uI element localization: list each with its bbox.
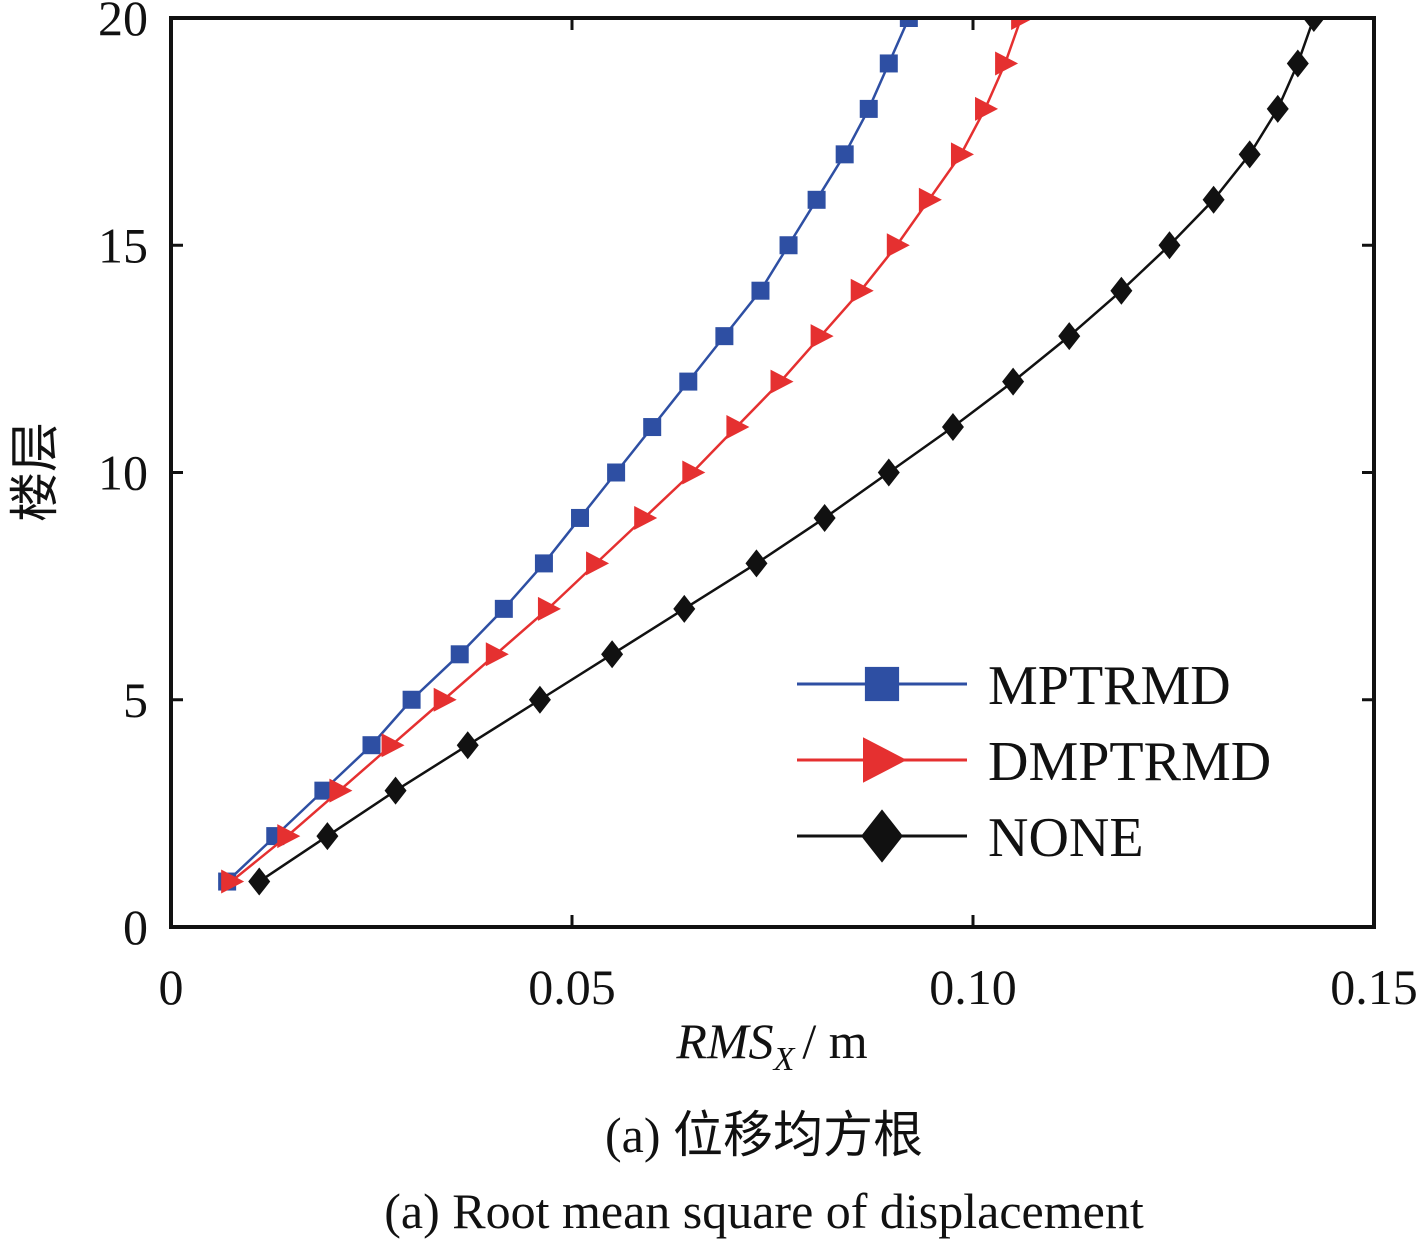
- data-point-mptrmd: [751, 281, 770, 300]
- legend-label: NONE: [988, 807, 1144, 869]
- x-axis-label-unit: / m: [802, 1013, 867, 1069]
- caption-zh: (a) 位移均方根: [605, 1107, 923, 1163]
- data-point-dmptrmd: [485, 642, 509, 667]
- data-point-dmptrmd: [726, 415, 750, 440]
- data-point-none: [941, 413, 964, 442]
- caption-en: (a) Root mean square of displacement: [384, 1183, 1144, 1239]
- data-point-dmptrmd: [433, 687, 457, 712]
- y-tick-label: 20: [98, 0, 148, 46]
- legend-label: DMPTRMD: [988, 731, 1271, 793]
- data-point-none: [1058, 322, 1081, 351]
- y-tick-label: 10: [98, 445, 148, 501]
- data-point-mptrmd: [607, 463, 626, 482]
- data-point-none: [384, 776, 407, 805]
- data-point-dmptrmd: [221, 869, 245, 894]
- data-point-none: [673, 594, 696, 623]
- data-point-dmptrmd: [975, 96, 999, 121]
- data-point-dmptrmd: [381, 733, 405, 758]
- data-point-none: [1002, 367, 1025, 396]
- data-point-none: [601, 640, 624, 669]
- legend: MPTRMD DMPTRMD NONE: [797, 655, 1271, 869]
- series-none: [248, 18, 1325, 896]
- y-tick-label: 0: [123, 899, 148, 955]
- ticks-layer: 0 0.05 0.10 0.15 0 5 10 15 20: [98, 0, 1418, 1015]
- data-point-dmptrmd: [886, 233, 910, 258]
- data-point-none: [316, 822, 339, 851]
- data-point-mptrmd: [450, 645, 469, 664]
- data-point-mptrmd: [899, 18, 918, 27]
- x-axis-label: RMSX / m: [675, 1013, 867, 1078]
- y-tick-label: 5: [123, 672, 148, 728]
- data-point-mptrmd: [571, 508, 590, 527]
- y-axis-label: 楼层: [7, 422, 63, 522]
- series-line-dmptrmd: [230, 18, 1023, 883]
- legend-entry-mptrmd: MPTRMD: [797, 655, 1231, 717]
- legend-label: MPTRMD: [988, 655, 1231, 717]
- data-point-dmptrmd: [810, 324, 834, 349]
- data-point-dmptrmd: [770, 369, 794, 394]
- data-point-none: [1286, 49, 1309, 78]
- data-point-mptrmd: [494, 599, 513, 618]
- x-tick-label: 0.05: [528, 959, 616, 1015]
- x-axis-label-sub: X: [772, 1041, 796, 1078]
- data-point-dmptrmd: [995, 51, 1019, 76]
- data-point-dmptrmd: [537, 596, 561, 621]
- data-point-dmptrmd: [918, 187, 942, 212]
- legend-marker-dmptrmd: [863, 737, 907, 783]
- data-point-none: [1110, 276, 1133, 305]
- data-point-dmptrmd: [850, 278, 874, 303]
- data-point-dmptrmd: [277, 824, 301, 849]
- data-point-none: [813, 503, 836, 532]
- data-point-none: [248, 867, 271, 896]
- data-point-mptrmd: [779, 236, 798, 255]
- x-axis-label-main: RMS: [675, 1013, 773, 1069]
- data-point-mptrmd: [643, 418, 662, 437]
- data-point-mptrmd: [314, 781, 333, 800]
- data-point-none: [1266, 94, 1289, 123]
- x-tick-label: 0.15: [1330, 959, 1418, 1015]
- data-point-dmptrmd: [634, 505, 658, 530]
- data-point-none: [1158, 231, 1181, 260]
- data-point-none: [528, 685, 551, 714]
- data-point-dmptrmd: [329, 778, 353, 803]
- data-point-mptrmd: [859, 99, 878, 118]
- data-point-mptrmd: [362, 736, 381, 755]
- data-point-none: [456, 731, 479, 760]
- data-point-mptrmd: [835, 145, 854, 164]
- legend-entry-none: NONE: [797, 807, 1144, 869]
- data-point-dmptrmd: [1011, 18, 1035, 30]
- series-line-mptrmd: [226, 18, 910, 883]
- data-point-mptrmd: [879, 54, 898, 73]
- data-point-none: [1302, 18, 1325, 32]
- legend-entry-dmptrmd: DMPTRMD: [797, 731, 1271, 793]
- data-point-none: [1202, 185, 1225, 214]
- data-point-mptrmd: [715, 327, 734, 346]
- x-tick-label: 0: [159, 959, 184, 1015]
- y-tick-label: 15: [98, 217, 148, 273]
- legend-marker-none: [861, 809, 903, 863]
- data-point-dmptrmd: [682, 460, 706, 485]
- data-point-mptrmd: [534, 554, 553, 573]
- series-line-none: [258, 18, 1316, 883]
- series-mptrmd: [218, 18, 918, 891]
- series-dmptrmd: [221, 18, 1035, 894]
- data-point-mptrmd: [679, 372, 698, 391]
- data-point-none: [745, 549, 768, 578]
- data-point-dmptrmd: [586, 551, 610, 576]
- data-point-mptrmd: [807, 190, 826, 209]
- data-point-mptrmd: [402, 690, 421, 709]
- x-tick-label: 0.10: [929, 959, 1017, 1015]
- data-point-dmptrmd: [950, 142, 974, 167]
- legend-marker-mptrmd: [864, 666, 900, 702]
- series-layer: [218, 18, 1325, 896]
- data-point-none: [1238, 140, 1261, 169]
- data-point-none: [877, 458, 900, 487]
